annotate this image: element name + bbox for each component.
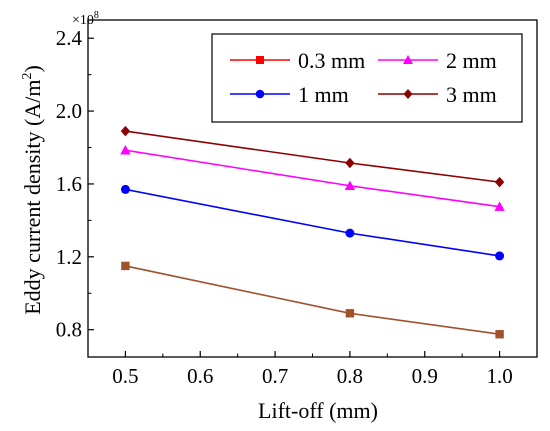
- data-point: [494, 176, 505, 188]
- y-axis-title-sup: 2: [20, 73, 35, 80]
- x-axis-title: Lift-off (mm): [258, 398, 378, 423]
- data-point: [345, 309, 355, 318]
- legend-label: 3 mm: [446, 82, 497, 107]
- y-tick-label: 2.0: [56, 99, 82, 123]
- legend: 0.3 mm 2 mm 1 mm 3 mm: [211, 33, 523, 123]
- series-line: [125, 265, 500, 336]
- data-point: [345, 157, 355, 169]
- series-line: [125, 149, 500, 208]
- data-point: [344, 180, 356, 190]
- axis-ticks: 0.5 0.6 0.7 0.8 0.9 1.0 0.8 1.2 1.6 2.0 2.4: [56, 26, 513, 388]
- y-tick-label: 1.6: [56, 172, 82, 196]
- x-tick-label: 0.7: [262, 364, 288, 388]
- legend-marker: [403, 89, 413, 99]
- y-axis-title-main: Eddy current density (A/m: [20, 80, 45, 315]
- y-tick-label: 0.8: [56, 318, 82, 342]
- legend-label: 0.3 mm: [298, 48, 365, 73]
- series-layer: [120, 125, 505, 339]
- data-point: [494, 201, 505, 211]
- legend-box: [211, 33, 523, 123]
- data-point: [120, 145, 131, 155]
- y-axis-title-close: ): [20, 65, 45, 72]
- x-tick-label: 0.5: [112, 364, 138, 388]
- legend-marker: [255, 89, 265, 99]
- y-tick-label: 2.4: [56, 26, 83, 50]
- legend-label: 1 mm: [298, 82, 349, 107]
- y-multiplier-exp: 8: [94, 10, 99, 21]
- x-tick-label: 0.6: [187, 364, 213, 388]
- data-point: [495, 251, 505, 261]
- x-tick-label: 0.8: [337, 364, 363, 388]
- legend-marker: [256, 56, 264, 64]
- y-axis-title: Eddy current density (A/m2): [20, 65, 45, 315]
- data-point: [495, 330, 504, 339]
- legend-label: 2 mm: [446, 48, 497, 73]
- data-point: [120, 184, 130, 194]
- y-multiplier-base: ×10: [72, 13, 94, 28]
- y-tick-label: 1.2: [56, 245, 82, 269]
- x-tick-label: 1.0: [486, 364, 512, 388]
- series-line: [125, 130, 500, 183]
- x-tick-label: 0.9: [412, 364, 438, 388]
- data-point: [121, 261, 130, 271]
- data-point: [345, 228, 355, 238]
- y-multiplier-label: ×108: [72, 10, 99, 28]
- data-point: [120, 125, 131, 137]
- legend-marker: [403, 55, 413, 64]
